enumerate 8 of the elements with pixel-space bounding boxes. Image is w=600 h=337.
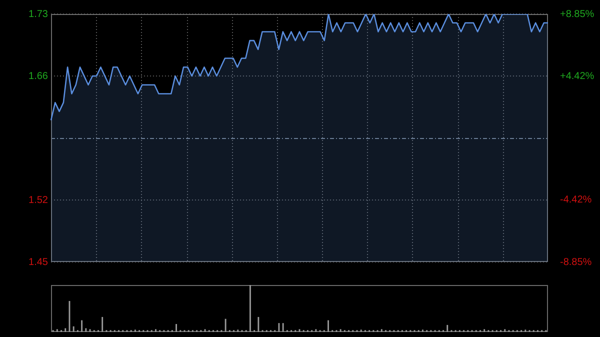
y2-tick-label: -4.42% [560,194,592,206]
y-tick-label: 1.73 [28,8,48,20]
y2-tick-label: +4.42% [560,70,594,82]
y2-tick-label: -8.85% [560,256,592,268]
y2-tick-label: +8.85% [560,8,594,20]
y-tick-label: 1.66 [28,70,48,82]
y-tick-label: 1.45 [28,256,48,268]
y-tick-label: 1.52 [28,194,48,206]
